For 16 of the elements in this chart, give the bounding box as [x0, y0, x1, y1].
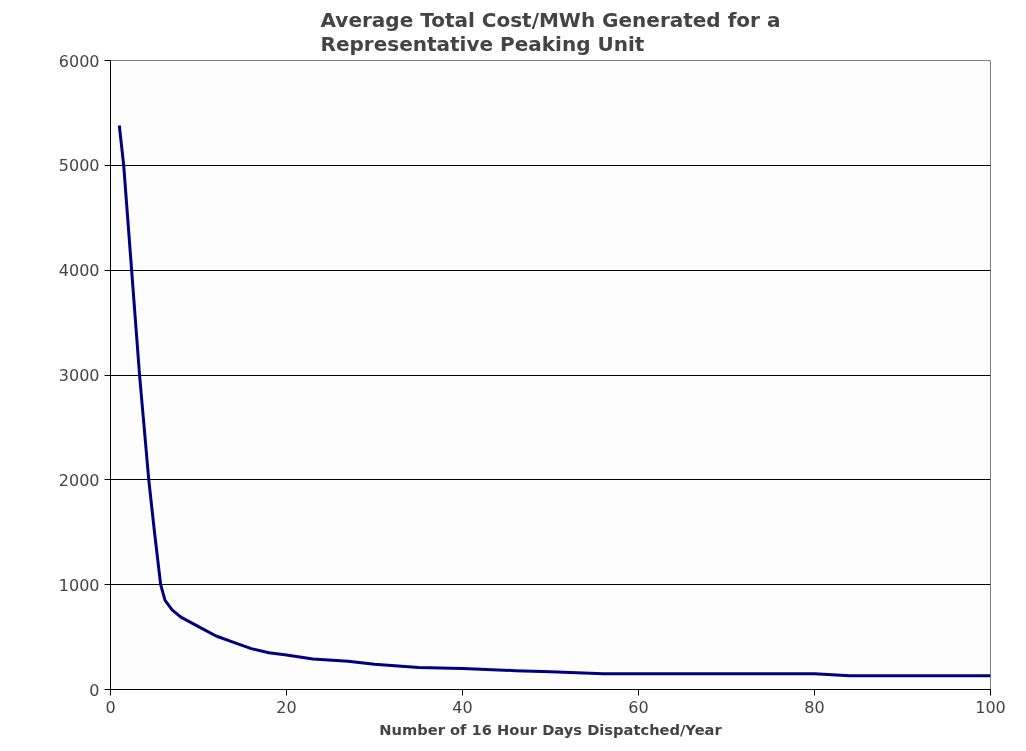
chart-title: Average Total Cost/MWh Generated for a Representative Peaking Unit — [320, 7, 781, 56]
y-tick-label: 0 — [89, 680, 100, 700]
y-tick-label: 5000 — [58, 156, 100, 176]
line-series — [117, 124, 991, 678]
x-tick-label: 100 — [975, 697, 1006, 717]
x-tick-label: 80 — [804, 697, 825, 717]
y-tick-label: 6000 — [58, 51, 100, 71]
y-tick-label: 1000 — [58, 575, 100, 595]
x-axis-title: Number of 16 Hour Days Dispatched/Year — [379, 720, 723, 738]
y-tick-label: 2000 — [58, 470, 100, 490]
x-tick-label: 20 — [276, 697, 297, 717]
x-tick-label: 40 — [452, 697, 473, 717]
y-tick-label: 4000 — [58, 261, 100, 281]
y-tick-label: 3000 — [58, 366, 100, 385]
x-tick-label: 60 — [628, 697, 649, 717]
x-tick-label: 0 — [105, 697, 116, 717]
